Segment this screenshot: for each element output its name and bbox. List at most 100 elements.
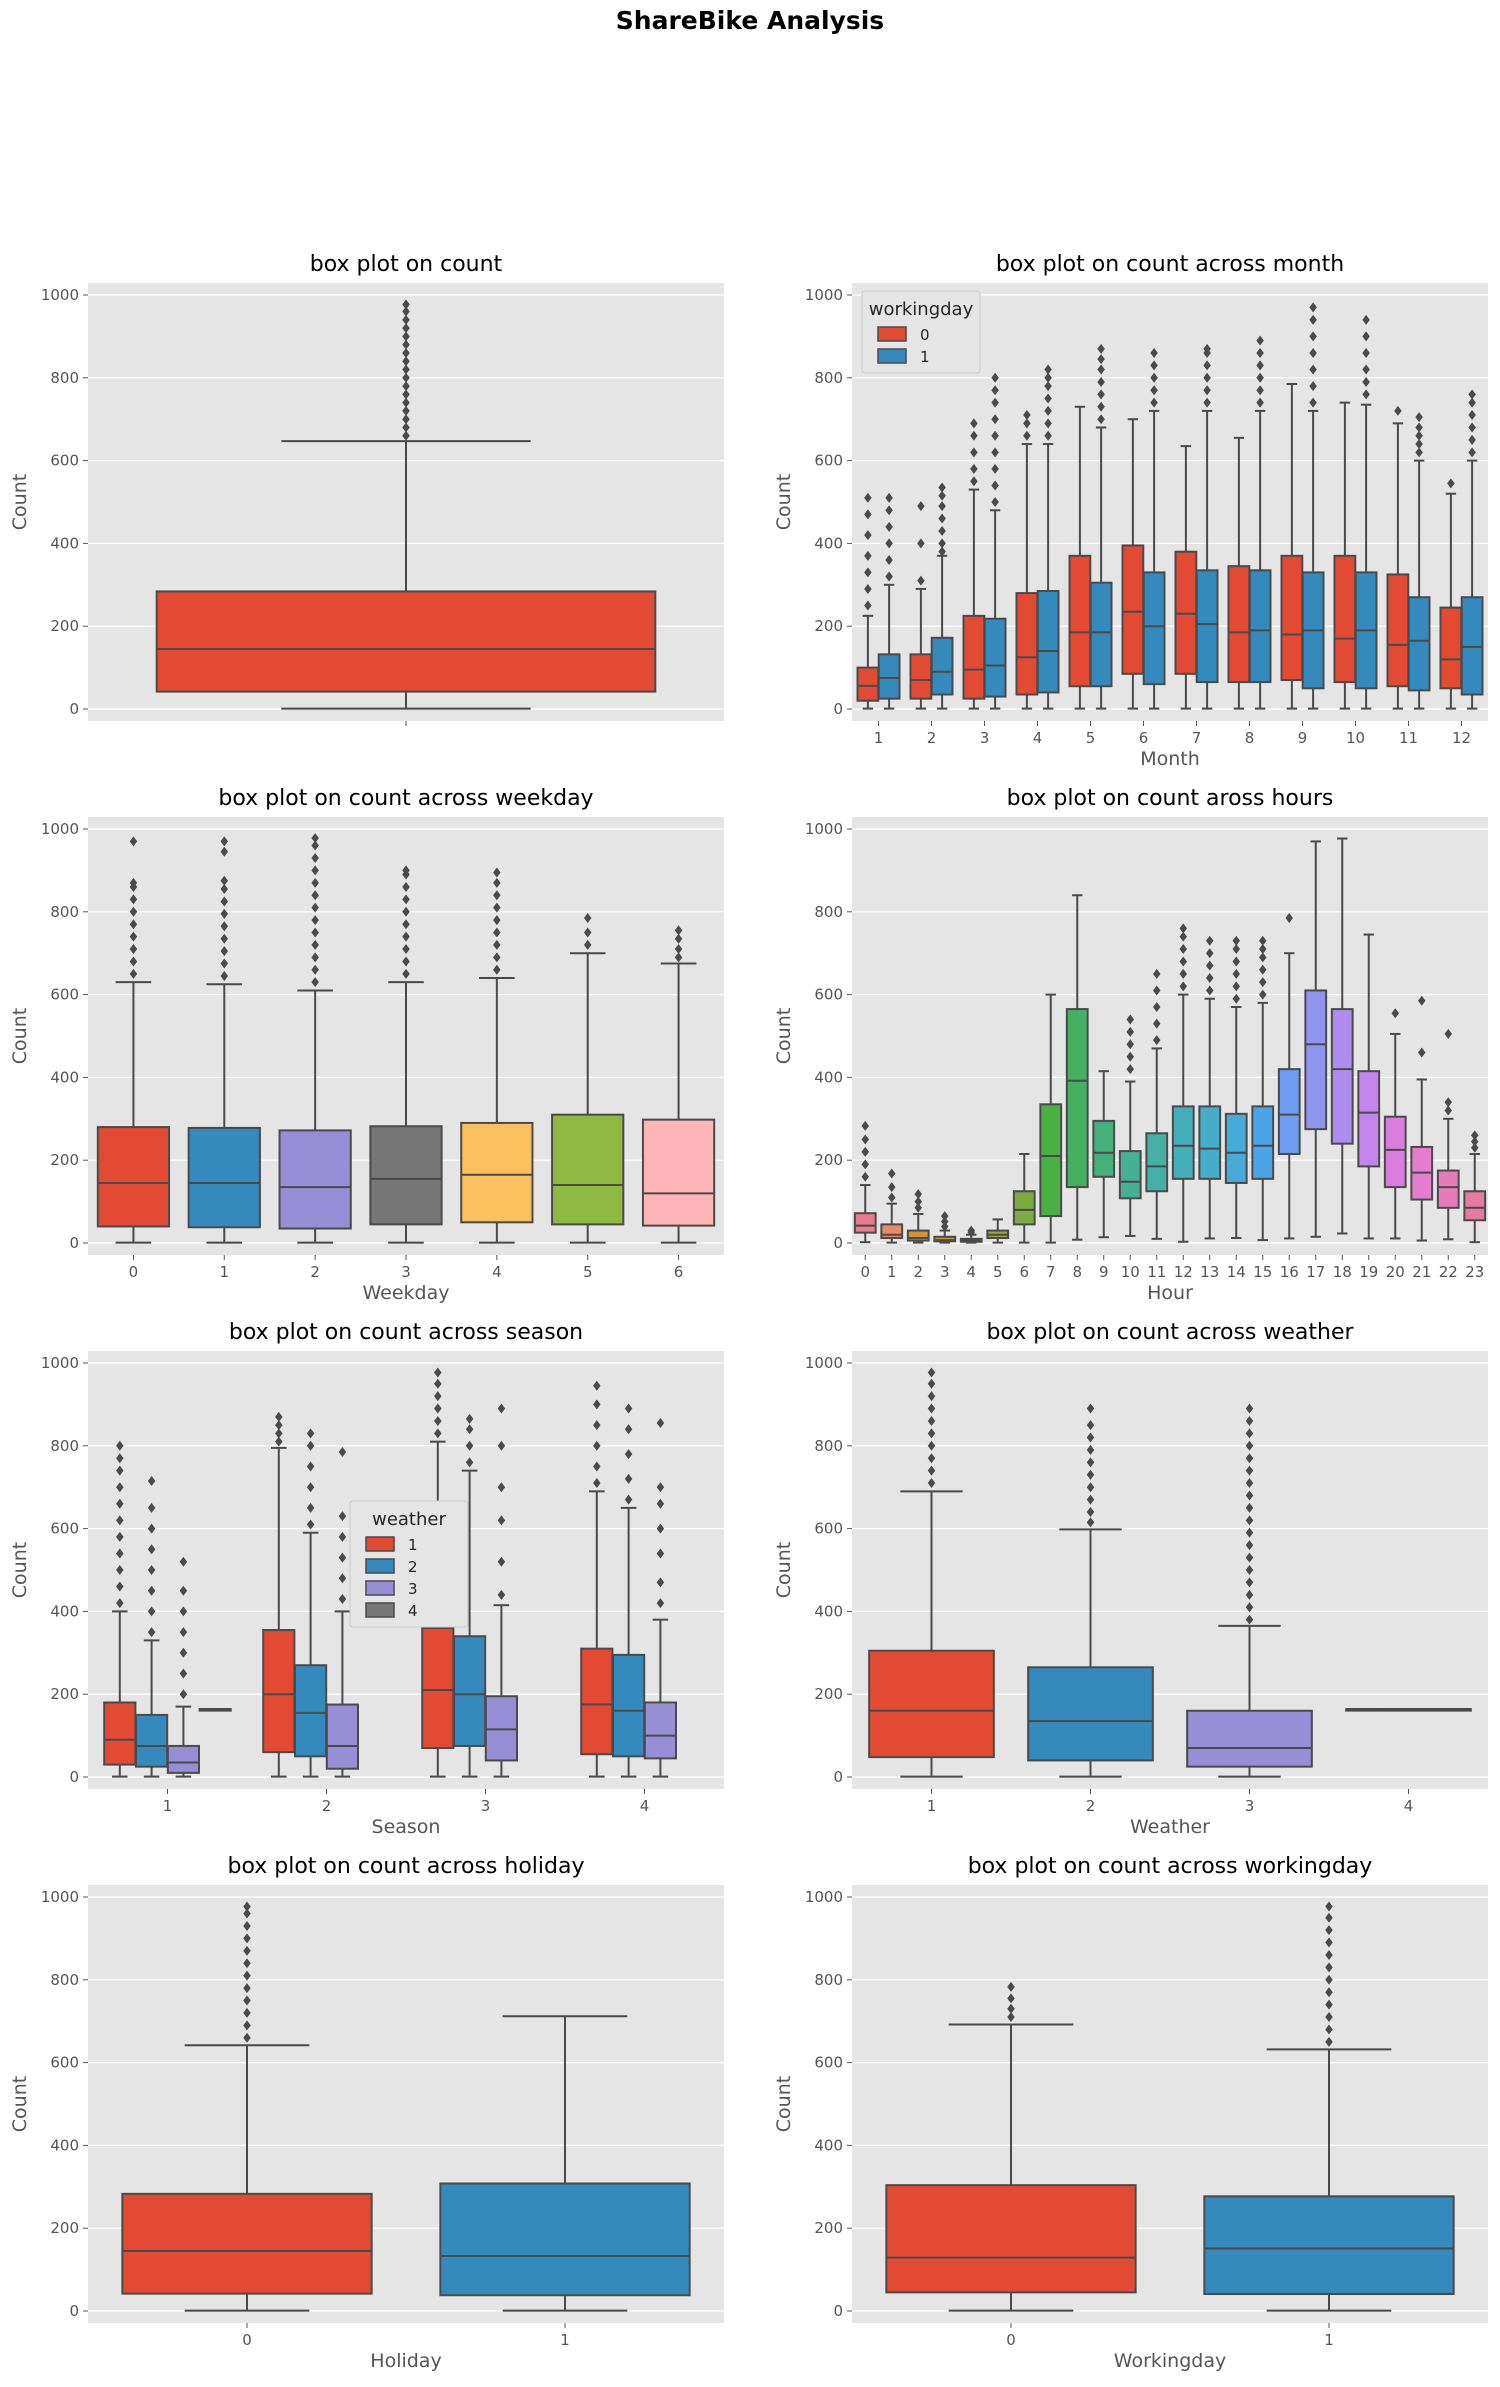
- box-body: [1460, 596, 1484, 696]
- legend-swatch: [365, 1558, 395, 1574]
- outlier-marker: [864, 492, 872, 503]
- outlier-marker: [991, 397, 999, 408]
- outlier-marker: [991, 385, 999, 396]
- outlier-marker: [991, 414, 999, 425]
- box-body: [1203, 2195, 1455, 2296]
- box-2-1: [135, 1475, 169, 1778]
- y-axis-label: Count: [773, 2076, 795, 2132]
- outlier-marker: [991, 480, 999, 491]
- y-tick-label: 1000: [41, 286, 79, 304]
- box-body: [1227, 565, 1251, 684]
- outlier-marker: [402, 919, 410, 930]
- outlier-marker: [1150, 397, 1158, 408]
- box-4: [460, 867, 534, 1244]
- outlier-marker: [914, 1189, 922, 1200]
- x-tick-label: 14: [1227, 1263, 1246, 1281]
- outlier-marker: [493, 877, 501, 888]
- panel-5: 0 200 400 600 800 1000 box plot on count acros…: [9, 1320, 724, 1838]
- outlier-marker: [1256, 347, 1264, 358]
- x-tick-label: 19: [1359, 1263, 1378, 1281]
- outlier-marker: [1362, 314, 1370, 325]
- outlier-marker: [1444, 1105, 1452, 1116]
- x-tick-label: 1: [163, 1797, 173, 1815]
- outlier-marker: [1203, 360, 1211, 371]
- outlier-marker: [970, 447, 978, 458]
- outlier-marker: [1245, 1440, 1254, 1451]
- y-tick-label: 1000: [805, 1354, 843, 1372]
- outlier-marker: [970, 418, 978, 429]
- x-tick-label: 2: [927, 729, 937, 747]
- x-tick-label: 17: [1306, 1263, 1325, 1281]
- outlier-marker: [402, 894, 410, 905]
- y-tick-label: 400: [50, 1068, 79, 1086]
- outlier-marker: [1153, 1035, 1161, 1046]
- outlier-marker: [116, 1465, 124, 1476]
- outlier-marker: [243, 1908, 251, 1919]
- box-body: [1121, 544, 1145, 675]
- outlier-marker: [1007, 2003, 1015, 2014]
- x-tick-label: 23: [1465, 1263, 1484, 1281]
- outlier-marker: [402, 430, 410, 441]
- outlier-marker: [1415, 439, 1423, 450]
- box-body: [1383, 1115, 1407, 1189]
- y-tick-label: 0: [833, 2302, 843, 2320]
- outlier-marker: [179, 1606, 188, 1617]
- y-tick-label: 800: [50, 1971, 79, 1989]
- outlier-marker: [1259, 977, 1267, 988]
- outlier-marker: [1245, 1602, 1254, 1613]
- outlier-marker: [927, 1378, 936, 1389]
- outlier-marker: [927, 1415, 936, 1426]
- x-tick-label: 2: [1086, 1797, 1096, 1815]
- outlier-marker: [179, 1585, 188, 1596]
- outlier-marker: [861, 1159, 869, 1170]
- outlier-marker: [1362, 364, 1370, 375]
- box-1: [880, 1168, 904, 1244]
- outlier-marker: [861, 1146, 869, 1157]
- outlier-marker: [493, 964, 501, 975]
- x-tick-label: 1: [887, 1263, 897, 1281]
- outlier-marker: [1086, 1444, 1095, 1455]
- x-tick-label: 10: [1121, 1263, 1140, 1281]
- box-5: [986, 1218, 1010, 1244]
- outlier-marker: [1179, 968, 1187, 979]
- box-body: [930, 636, 954, 696]
- outlier-marker: [927, 1403, 936, 1414]
- outlier-marker: [1179, 956, 1187, 967]
- x-tick-label: 8: [1245, 729, 1255, 747]
- box-1-2: [262, 1411, 296, 1778]
- outlier-marker: [1086, 1517, 1095, 1528]
- outlier-marker: [311, 977, 319, 988]
- x-tick-label: 12: [1452, 729, 1471, 747]
- outlier-marker: [656, 1418, 665, 1429]
- outlier-marker: [220, 846, 229, 857]
- outlier-marker: [656, 1577, 665, 1588]
- outlier-marker: [220, 921, 229, 932]
- outlier-marker: [243, 1958, 251, 1969]
- outlier-marker: [147, 1475, 156, 1486]
- outlier-marker: [1468, 422, 1476, 433]
- y-tick-label: 0: [833, 700, 843, 718]
- outlier-marker: [1468, 434, 1476, 445]
- outlier-marker: [861, 1171, 869, 1182]
- outlier-marker: [1007, 1993, 1015, 2004]
- box-1: [187, 836, 261, 1244]
- legend-label: 1: [408, 1536, 418, 1554]
- box-1-1: [877, 492, 901, 710]
- box-body: [1065, 1008, 1089, 1189]
- outlier-marker: [1468, 397, 1476, 408]
- legend-label: 2: [408, 1558, 418, 1576]
- box-body: [187, 1126, 261, 1229]
- outlier-marker: [493, 927, 501, 938]
- y-tick-label: 200: [814, 1151, 843, 1169]
- box-0-1: [856, 492, 880, 710]
- box-body: [1439, 606, 1463, 690]
- outlier-marker: [938, 525, 946, 536]
- outlier-marker: [220, 884, 229, 895]
- box-body: [1407, 596, 1431, 692]
- outlier-marker: [402, 906, 410, 917]
- x-tick-label: 21: [1412, 1263, 1431, 1281]
- outlier-marker: [243, 2032, 251, 2043]
- box-body: [278, 1129, 352, 1230]
- box-body: [1333, 554, 1357, 684]
- outlier-marker: [656, 1548, 665, 1559]
